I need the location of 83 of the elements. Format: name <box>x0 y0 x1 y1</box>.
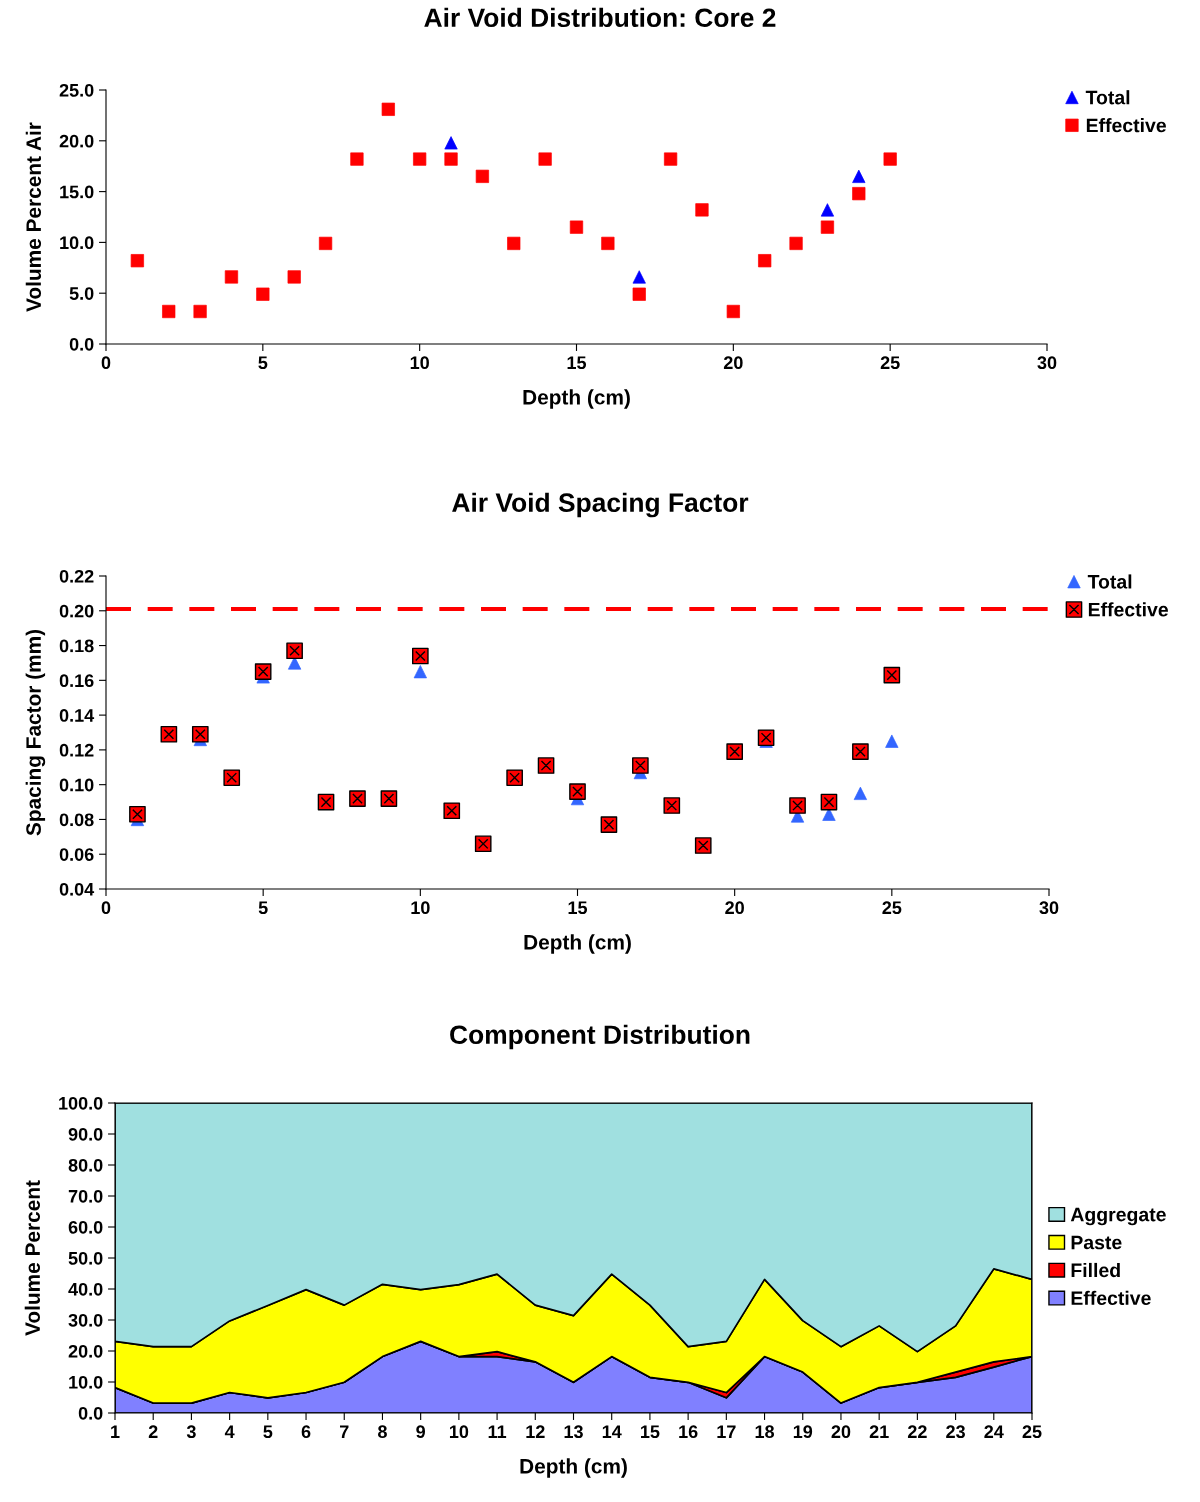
y-tick-label: 20.0 <box>59 134 94 148</box>
y-tick-label: 0.10 <box>59 778 94 792</box>
y-axis-title: Volume Percent <box>24 1180 41 1336</box>
legend-label: Total <box>1085 90 1130 105</box>
x-axis-title: Depth (cm) <box>523 389 630 409</box>
x-tick-label: 2 <box>148 1425 158 1438</box>
x-tick-label: 24 <box>984 1425 1004 1438</box>
x-axis-title: Depth (cm) <box>524 934 631 954</box>
x-tick-label: 10 <box>411 901 430 915</box>
y-tick-label: 0.14 <box>59 709 95 722</box>
x-tick-label: 25 <box>1022 1425 1042 1439</box>
x-tick-label: 21 <box>869 1425 889 1438</box>
y-tick-label: 0.12 <box>59 743 94 757</box>
y-tick-label: 0.22 <box>59 569 94 583</box>
x-tick-label: 3 <box>186 1425 196 1439</box>
y-tick-label: 60.0 <box>68 1220 103 1234</box>
x-tick-label: 25 <box>882 901 902 915</box>
x-tick-label: 5 <box>263 1425 273 1439</box>
x-tick-label: 23 <box>946 1425 965 1439</box>
y-tick-label: 70.0 <box>68 1189 103 1203</box>
chart-title: Air Void Distribution: Core 2 <box>424 7 776 28</box>
x-tick-label: 15 <box>641 1425 660 1439</box>
x-tick-label: 10 <box>449 1425 469 1439</box>
x-tick-label: 5 <box>258 356 268 370</box>
x-tick-label: 13 <box>564 1425 583 1439</box>
y-tick-label: 10.0 <box>60 236 94 250</box>
x-tick-label: 9 <box>416 1425 426 1439</box>
x-tick-label: 7 <box>340 1425 349 1438</box>
x-tick-label: 20 <box>725 901 744 915</box>
y-tick-label: 100.0 <box>59 1096 103 1110</box>
x-tick-label: 0 <box>101 356 111 370</box>
y-tick-label: 90.0 <box>68 1127 103 1141</box>
y-tick-label: 0.18 <box>59 639 94 653</box>
x-tick-label: 15 <box>568 901 588 915</box>
legend-label: Paste <box>1071 1235 1122 1250</box>
x-tick-label: 4 <box>224 1425 235 1438</box>
x-tick-label: 15 <box>567 356 587 370</box>
y-tick-label: 50.0 <box>68 1251 103 1265</box>
y-tick-label: 20.0 <box>68 1344 103 1358</box>
y-tick-label: 0.0 <box>69 337 94 351</box>
y-tick-label: 40.0 <box>68 1282 103 1296</box>
y-axis-title: Spacing Factor (mm) <box>25 629 46 836</box>
legend-label: Effective <box>1086 118 1166 133</box>
legend-label: Effective <box>1071 1290 1151 1306</box>
x-tick-label: 16 <box>679 1425 698 1439</box>
y-tick-label: 25.0 <box>59 83 94 97</box>
y-tick-label: 5.0 <box>69 287 94 300</box>
y-tick-label: 80.0 <box>68 1158 103 1172</box>
y-axis-title: Volume Percent Air <box>25 122 42 312</box>
x-tick-label: 6 <box>301 1425 311 1439</box>
legend-label: Total <box>1087 574 1132 589</box>
y-tick-label: 0.0 <box>78 1406 103 1420</box>
chart-title: Component Distribution <box>450 1024 750 1050</box>
x-tick-label: 30 <box>1037 356 1057 370</box>
x-tick-label: 1 <box>111 1425 120 1438</box>
y-tick-label: 0.04 <box>59 882 95 896</box>
x-tick-label: 30 <box>1039 901 1059 915</box>
y-tick-label: 0.16 <box>59 674 94 688</box>
x-tick-label: 10 <box>410 356 429 370</box>
x-tick-label: 11 <box>488 1425 507 1438</box>
x-tick-label: 17 <box>717 1425 736 1438</box>
x-tick-label: 19 <box>793 1425 813 1439</box>
y-tick-label: 10.0 <box>69 1375 103 1389</box>
x-tick-label: 20 <box>831 1425 851 1439</box>
x-tick-label: 14 <box>602 1425 622 1438</box>
x-tick-label: 20 <box>723 356 743 370</box>
x-tick-label: 25 <box>880 356 900 370</box>
legend-label: Aggregate <box>1070 1207 1166 1226</box>
x-tick-label: 5 <box>258 901 268 915</box>
y-tick-label: 0.06 <box>59 848 94 861</box>
x-axis-title: Depth (cm) <box>520 1458 627 1478</box>
x-tick-label: 12 <box>526 1425 545 1438</box>
chart-title: Air Void Spacing Factor <box>452 492 749 518</box>
x-tick-label: 0 <box>101 901 111 915</box>
x-tick-label: 18 <box>755 1425 775 1439</box>
legend-label: Filled <box>1071 1262 1120 1278</box>
x-tick-label: 22 <box>907 1425 927 1438</box>
y-tick-label: 0.20 <box>59 604 94 618</box>
y-tick-label: 15.0 <box>60 185 94 199</box>
y-tick-label: 30.0 <box>68 1313 103 1327</box>
x-tick-label: 8 <box>378 1425 387 1439</box>
legend-label: Effective <box>1088 602 1168 617</box>
y-tick-label: 0.08 <box>59 813 94 827</box>
